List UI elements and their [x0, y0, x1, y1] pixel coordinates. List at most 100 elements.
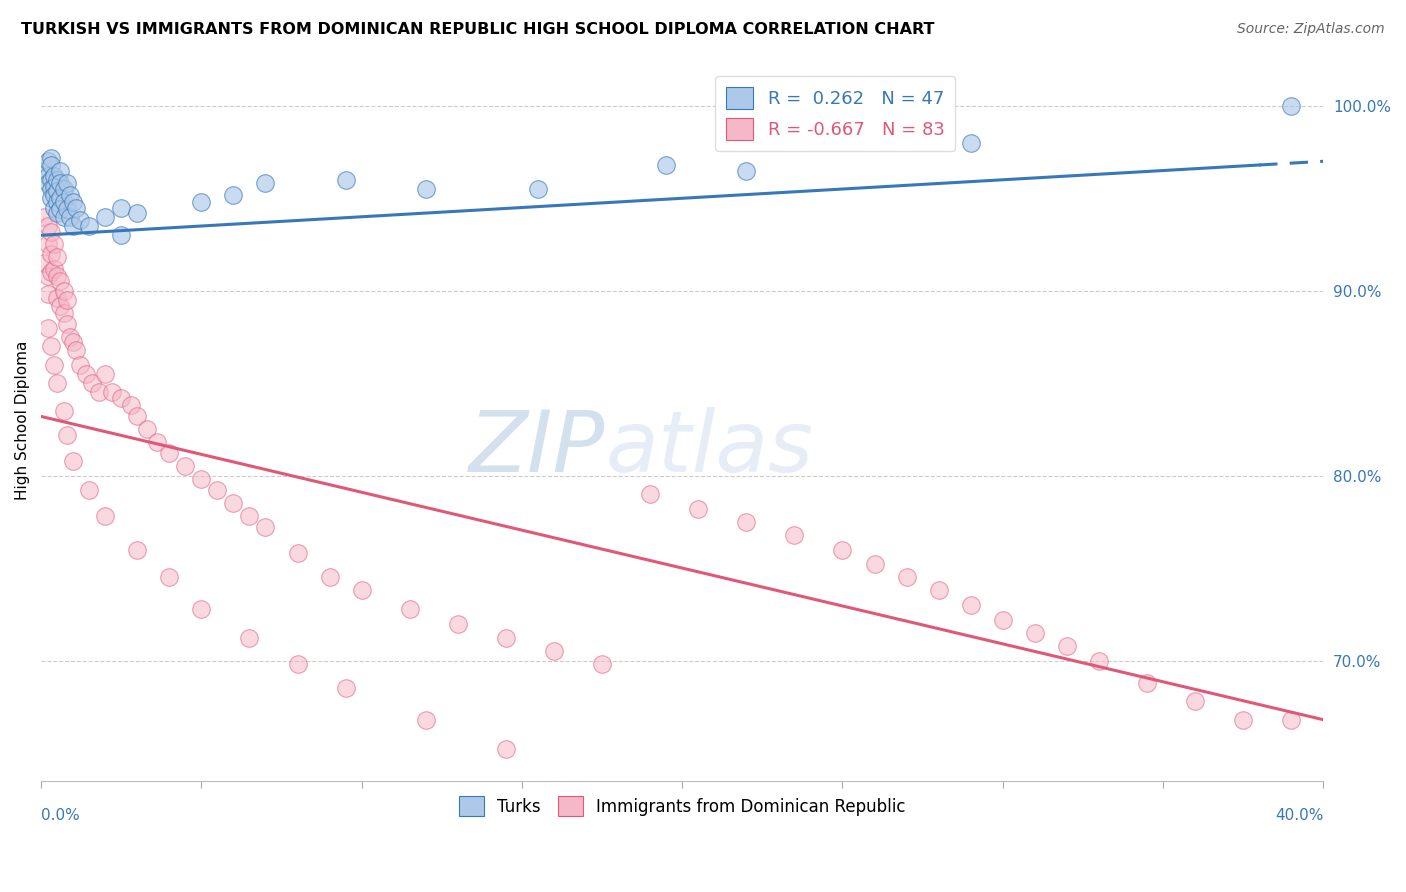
- Point: [55, 202, 77, 217]
- Point: [49, 299, 72, 313]
- Point: [735, 163, 758, 178]
- Point: [37, 219, 59, 233]
- Point: [39, 339, 62, 353]
- Text: 0.0%: 0.0%: [41, 808, 80, 823]
- Point: [1184, 694, 1206, 708]
- Point: [398, 601, 420, 615]
- Point: [100, 385, 122, 400]
- Point: [37, 169, 59, 183]
- Point: [39, 173, 62, 187]
- Point: [495, 632, 517, 646]
- Point: [49, 191, 72, 205]
- Point: [783, 528, 806, 542]
- Point: [55, 293, 77, 307]
- Point: [110, 391, 132, 405]
- Point: [190, 601, 212, 615]
- Point: [42, 169, 65, 183]
- Point: [69, 213, 91, 227]
- Point: [55, 317, 77, 331]
- Point: [37, 268, 59, 283]
- Y-axis label: High School Diploma: High School Diploma: [15, 341, 30, 500]
- Point: [52, 306, 75, 320]
- Point: [62, 194, 84, 209]
- Point: [46, 194, 69, 209]
- Point: [207, 483, 229, 498]
- Point: [49, 163, 72, 178]
- Point: [688, 502, 710, 516]
- Point: [77, 483, 100, 498]
- Point: [39, 182, 62, 196]
- Point: [75, 367, 97, 381]
- Point: [1232, 713, 1254, 727]
- Point: [87, 385, 110, 400]
- Point: [287, 546, 309, 560]
- Point: [59, 210, 82, 224]
- Point: [735, 515, 758, 529]
- Point: [94, 367, 117, 381]
- Point: [157, 446, 180, 460]
- Point: [1056, 639, 1078, 653]
- Point: [863, 558, 886, 572]
- Point: [335, 681, 357, 696]
- Point: [46, 268, 69, 283]
- Text: TURKISH VS IMMIGRANTS FROM DOMINICAN REPUBLIC HIGH SCHOOL DIPLOMA CORRELATION CH: TURKISH VS IMMIGRANTS FROM DOMINICAN REP…: [21, 22, 935, 37]
- Point: [46, 291, 69, 305]
- Point: [1279, 713, 1302, 727]
- Point: [37, 287, 59, 301]
- Point: [39, 225, 62, 239]
- Point: [527, 182, 550, 196]
- Point: [1024, 625, 1046, 640]
- Point: [335, 173, 357, 187]
- Point: [127, 409, 149, 424]
- Point: [174, 459, 197, 474]
- Point: [42, 261, 65, 276]
- Point: [42, 358, 65, 372]
- Point: [254, 520, 277, 534]
- Point: [110, 228, 132, 243]
- Legend: Turks, Immigrants from Dominican Republic: Turks, Immigrants from Dominican Republi…: [453, 789, 912, 822]
- Point: [190, 194, 212, 209]
- Point: [238, 509, 260, 524]
- Point: [37, 320, 59, 334]
- Point: [62, 454, 84, 468]
- Point: [52, 210, 75, 224]
- Point: [350, 583, 373, 598]
- Point: [34, 163, 56, 178]
- Text: ZIP: ZIP: [470, 408, 605, 491]
- Point: [591, 657, 613, 672]
- Point: [46, 184, 69, 198]
- Point: [82, 376, 104, 391]
- Point: [52, 194, 75, 209]
- Point: [959, 136, 981, 150]
- Point: [49, 202, 72, 217]
- Point: [415, 713, 437, 727]
- Point: [37, 154, 59, 169]
- Point: [55, 428, 77, 442]
- Point: [39, 151, 62, 165]
- Point: [135, 422, 157, 436]
- Point: [46, 376, 69, 391]
- Point: [318, 570, 340, 584]
- Point: [415, 182, 437, 196]
- Point: [110, 201, 132, 215]
- Point: [55, 177, 77, 191]
- Point: [46, 206, 69, 220]
- Point: [39, 191, 62, 205]
- Point: [34, 256, 56, 270]
- Point: [1279, 99, 1302, 113]
- Point: [254, 177, 277, 191]
- Point: [127, 206, 149, 220]
- Point: [157, 570, 180, 584]
- Point: [959, 598, 981, 612]
- Point: [37, 177, 59, 191]
- Point: [222, 187, 245, 202]
- Point: [495, 742, 517, 756]
- Point: [59, 330, 82, 344]
- Point: [928, 583, 950, 598]
- Point: [222, 496, 245, 510]
- Point: [65, 343, 87, 357]
- Point: [447, 616, 470, 631]
- Point: [52, 404, 75, 418]
- Point: [77, 219, 100, 233]
- Point: [69, 358, 91, 372]
